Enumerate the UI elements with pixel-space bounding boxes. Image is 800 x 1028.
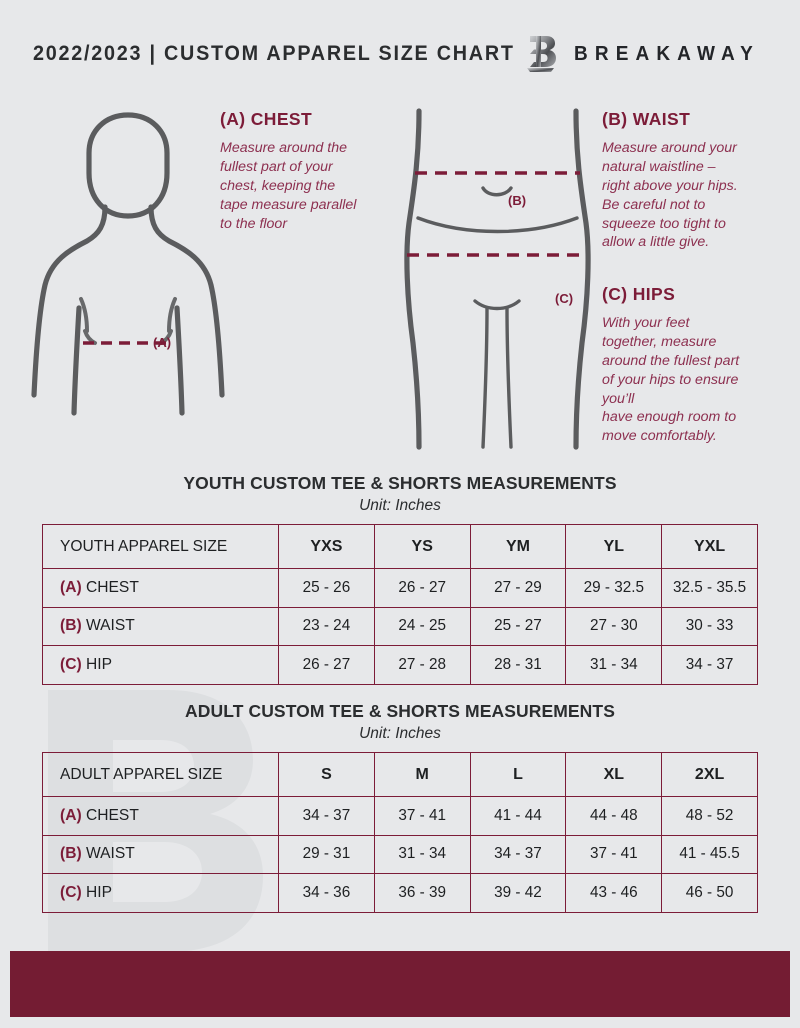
adult-size-header-xl: XL [565, 752, 663, 797]
youth-cell-hip-yxs: 26 - 27 [278, 645, 375, 685]
upper-body-figure [31, 112, 225, 416]
measure-tag: (A) [60, 806, 82, 824]
adult-size-header-m: M [373, 752, 471, 797]
youth-table-title: YOUTH CUSTOM TEE & SHORTS MEASUREMENTS [183, 473, 617, 493]
adult-cell-waist-2xl: 41 - 45.5 [661, 834, 758, 874]
youth-cell-hip-yxl: 34 - 37 [661, 645, 758, 685]
youth-cell-waist-yxl: 30 - 33 [661, 606, 758, 646]
adult-cell-hip-l: 39 - 42 [469, 873, 567, 913]
footer-bar [10, 951, 790, 1017]
adult-cell-hip-xl: 43 - 46 [565, 873, 663, 913]
adult-cell-hip-2xl: 46 - 50 [661, 873, 758, 913]
adult-table-unit: Unit: Inches [359, 725, 441, 742]
adult-row-label-chest: (A) CHEST [42, 796, 279, 836]
adult-cell-waist-m: 31 - 34 [373, 834, 471, 874]
youth-cell-chest-ys: 26 - 27 [373, 568, 471, 608]
measure-tag: (B) [60, 845, 82, 863]
chest-measure-tag: (A) [153, 335, 172, 350]
hip-measure-tag: (C) [555, 291, 574, 306]
youth-cell-waist-ys: 24 - 25 [373, 606, 471, 646]
youth-size-header-yl: YL [565, 524, 663, 569]
chest-guide-title: (A) CHEST [220, 109, 313, 129]
youth-cell-hip-ys: 27 - 28 [373, 645, 471, 685]
adult-corner-header: ADULT APPAREL SIZE [42, 752, 279, 797]
measure-tag: (C) [60, 883, 82, 901]
page-header: 2022/2023 | CUSTOM APPAREL SIZE CHART BR… [0, 0, 800, 100]
table-row: (B) WAIST 23 - 24 24 - 25 25 - 27 27 - 30 30 … [42, 606, 758, 646]
youth-cell-chest-yxs: 25 - 26 [278, 568, 375, 608]
youth-header-row: YOUTH APPAREL SIZE YXS YS YM YL YXL [42, 524, 758, 569]
adult-size-header-s: S [278, 752, 375, 797]
adult-cell-chest-l: 41 - 44 [469, 796, 567, 836]
adult-size-header-l: L [469, 752, 567, 797]
breakaway-b-logo-icon [527, 36, 557, 72]
adult-cell-waist-xl: 37 - 41 [565, 834, 663, 874]
brand-name: BREAKAWAY [574, 42, 761, 65]
youth-cell-chest-ym: 27 - 29 [469, 568, 567, 608]
adult-row-label-waist: (B) WAIST [42, 834, 279, 874]
adult-row-label-hip: (C) HIP [42, 873, 279, 913]
youth-size-header-yxl: YXL [661, 524, 758, 569]
adult-cell-chest-s: 34 - 37 [278, 796, 375, 836]
page-title: 2022/2023 | CUSTOM APPAREL SIZE CHART [33, 41, 515, 65]
table-row: (B) WAIST 29 - 31 31 - 34 34 - 37 37 - 41 41 … [42, 834, 758, 874]
youth-cell-chest-yl: 29 - 32.5 [565, 568, 663, 608]
youth-size-table: YOUTH APPAREL SIZE YXS YS YM YL YXL (A) CHEST 2… [42, 524, 758, 685]
youth-cell-waist-yl: 27 - 30 [565, 606, 663, 646]
waist-guide-title: (B) WAIST [602, 109, 691, 129]
table-row: (A) CHEST 34 - 37 37 - 41 41 - 44 44 - 48 48 … [42, 796, 758, 836]
youth-cell-chest-yxl: 32.5 - 35.5 [661, 568, 758, 608]
adult-cell-chest-m: 37 - 41 [373, 796, 471, 836]
waist-guide-description: Measure around your natural waistline – … [602, 140, 738, 251]
waist-measure-tag: (B) [508, 193, 527, 208]
youth-size-header-ym: YM [469, 524, 567, 569]
adult-cell-chest-2xl: 48 - 52 [661, 796, 758, 836]
measure-tag: (A) [60, 578, 82, 596]
youth-corner-header: YOUTH APPAREL SIZE [42, 524, 279, 569]
youth-row-label-hip: (C) HIP [42, 645, 279, 685]
table-row: (A) CHEST 25 - 26 26 - 27 27 - 29 29 - 32.5 3… [42, 568, 758, 608]
adult-cell-waist-l: 34 - 37 [469, 834, 567, 874]
youth-size-header-ys: YS [373, 524, 471, 569]
adult-cell-hip-s: 34 - 36 [278, 873, 375, 913]
chest-guide-description: Measure around the fullest part of your … [220, 140, 357, 232]
hips-guide-title: (C) HIPS [602, 284, 676, 304]
adult-cell-hip-m: 36 - 39 [373, 873, 471, 913]
table-row: (C) HIP 34 - 36 36 - 39 39 - 42 43 - 46 46 - … [42, 873, 758, 913]
youth-size-header-yxs: YXS [278, 524, 375, 569]
table-row: (C) HIP 26 - 27 27 - 28 28 - 31 31 - 34 34 - … [42, 645, 758, 685]
measure-tag: (B) [60, 617, 82, 635]
adult-section: ADULT CUSTOM TEE & SHORTS MEASUREMENTS U… [0, 701, 800, 913]
adult-size-table: ADULT APPAREL SIZE S M L XL 2XL (A) CHEST 34 - … [42, 752, 758, 913]
adult-cell-waist-s: 29 - 31 [278, 834, 375, 874]
measurement-illustrations: (A) (B) (C) ( [0, 95, 800, 470]
youth-row-label-waist: (B) WAIST [42, 606, 279, 646]
adult-cell-chest-xl: 44 - 48 [565, 796, 663, 836]
measure-tag: (C) [60, 655, 82, 673]
adult-header-row: ADULT APPAREL SIZE S M L XL 2XL [42, 752, 758, 797]
hips-guide-description: With your feet together, measure around … [602, 315, 740, 445]
lower-body-figure [404, 108, 591, 450]
youth-cell-waist-yxs: 23 - 24 [278, 606, 375, 646]
youth-cell-hip-yl: 31 - 34 [565, 645, 663, 685]
youth-cell-hip-ym: 28 - 31 [469, 645, 567, 685]
youth-row-label-chest: (A) CHEST [42, 568, 279, 608]
brand-lockup: BREAKAWAY [526, 33, 770, 75]
adult-size-header-2xl: 2XL [661, 752, 758, 797]
adult-table-title: ADULT CUSTOM TEE & SHORTS MEASUREMENTS [185, 701, 615, 721]
youth-section: YOUTH CUSTOM TEE & SHORTS MEASUREMENTS U… [0, 473, 800, 685]
youth-table-unit: Unit: Inches [359, 497, 441, 514]
youth-cell-waist-ym: 25 - 27 [469, 606, 567, 646]
